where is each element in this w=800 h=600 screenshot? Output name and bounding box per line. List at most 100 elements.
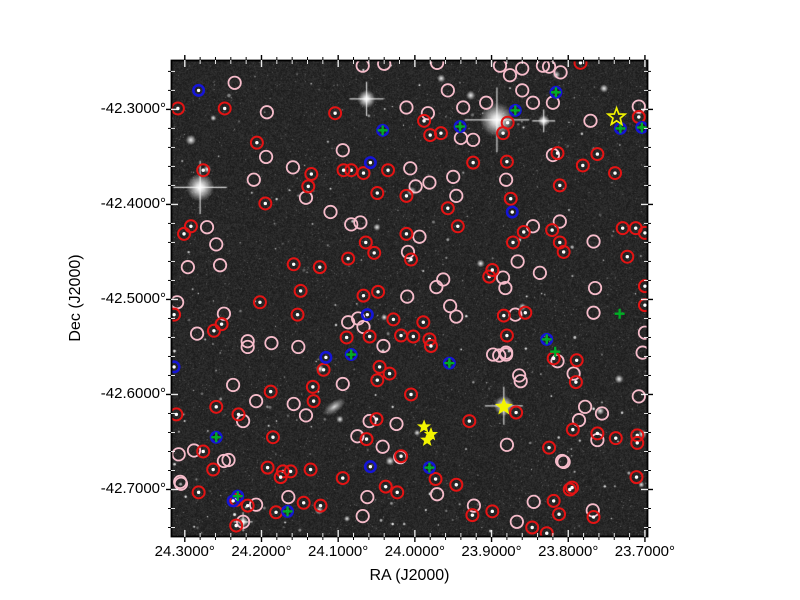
pink-catalog-circle-marker xyxy=(449,188,464,203)
red-detection-circles-source-dot xyxy=(409,392,413,397)
pink-catalog-circle-marker xyxy=(637,325,648,340)
blue-circles-source-dot xyxy=(231,499,235,503)
red-detection-circles-source-dot xyxy=(523,311,527,315)
red-detection-circles-source-dot xyxy=(306,184,310,189)
red-detection-circles-source-dot xyxy=(614,436,618,440)
red-detection-circles-source-dot xyxy=(411,334,416,339)
red-detection-circles-source-dot xyxy=(384,484,388,489)
pink-catalog-circle-marker xyxy=(353,215,368,230)
x-tick-label: 24.3000° xyxy=(154,543,215,560)
pink-catalog-circle-marker xyxy=(456,100,471,115)
pink-catalog-circle-marker xyxy=(532,265,547,280)
pink-catalog-circle-marker xyxy=(403,161,418,176)
red-detection-circles-source-dot xyxy=(530,525,534,530)
red-detection-circles-source-dot xyxy=(550,228,554,232)
pink-catalog-circle-marker xyxy=(281,489,296,505)
pink-catalog-circle-marker xyxy=(430,60,445,70)
red-detection-circles-source-dot xyxy=(551,356,556,361)
red-detection-circles-source-dot xyxy=(454,483,458,487)
pink-catalog-circle-marker xyxy=(526,494,541,509)
red-detection-circles-source-dot xyxy=(634,226,638,230)
red-detection-circles-source-dot xyxy=(551,499,556,503)
red-detection-circles-source-dot xyxy=(635,441,639,445)
red-detection-circles-source-dot xyxy=(311,385,315,389)
pink-catalog-circle-marker xyxy=(436,272,451,287)
red-detection-circles-source-dot xyxy=(433,477,438,481)
red-detection-circles-source-dot xyxy=(391,317,396,322)
pink-catalog-circle-marker xyxy=(246,172,261,187)
x-tick-label: 23.8000° xyxy=(538,543,599,560)
red-detection-circles-source-dot xyxy=(470,513,475,517)
pink-catalog-circle-marker xyxy=(492,60,508,73)
red-detection-circles-source-dot xyxy=(367,334,372,339)
red-detection-circles-source-dot xyxy=(557,512,561,516)
red-detection-circles-source-dot xyxy=(643,284,647,288)
red-detection-circles-source-dot xyxy=(301,501,306,505)
pink-catalog-circle-marker xyxy=(499,172,514,187)
red-detection-circles-source-dot xyxy=(341,168,346,172)
pink-catalog-circle-marker xyxy=(400,289,415,304)
red-detection-circles-source-dot xyxy=(545,531,549,535)
pink-catalog-circle-marker xyxy=(587,280,603,296)
pink-catalog-circle-marker xyxy=(360,489,375,505)
plot-area xyxy=(171,60,648,537)
blue-circles-source-dot xyxy=(196,88,201,93)
red-detection-circles-source-dot xyxy=(201,168,205,172)
red-detection-circles-source-dot xyxy=(501,131,505,135)
red-detection-circles-source-dot xyxy=(634,475,639,479)
pink-catalog-circle-marker xyxy=(355,508,370,524)
red-detection-circles-source-dot xyxy=(595,431,600,436)
pink-catalog-circle-marker xyxy=(510,254,525,269)
red-detection-circles-source-dot xyxy=(511,240,515,245)
pink-catalog-circle-marker xyxy=(212,258,228,273)
red-detection-circles-source-dot xyxy=(245,503,250,508)
yellow-star-marker xyxy=(605,105,628,127)
red-detection-circles-source-dot xyxy=(547,445,551,450)
pink-catalog-circle-marker xyxy=(583,113,598,128)
red-detection-circles-source-dot xyxy=(522,230,526,234)
y-axis-title: Dec (J2000) xyxy=(67,254,84,342)
y-tick-label: -42.4000° xyxy=(100,195,166,213)
pink-catalog-circle-marker xyxy=(499,437,514,452)
red-detection-circles-source-dot xyxy=(471,160,475,165)
red-detection-circles-source-dot xyxy=(625,254,629,259)
pink-catalog-circle-marker xyxy=(264,336,279,351)
pink-catalog-circle-marker xyxy=(578,399,593,414)
red-detection-circles-source-dot xyxy=(561,250,566,254)
red-detection-circles-source-dot xyxy=(271,435,275,439)
pink-catalog-circle-marker xyxy=(635,345,648,360)
red-detection-circles-source-dot xyxy=(376,290,380,294)
red-detection-circles-source-dot xyxy=(643,303,647,307)
red-detection-circles-source-dot xyxy=(505,159,509,164)
red-detection-circles-source-dot xyxy=(490,268,495,272)
red-detection-circles-source-dot xyxy=(558,183,562,188)
pink-catalog-circle-marker xyxy=(594,406,610,421)
red-detection-circles-source-dot xyxy=(174,412,179,417)
pink-catalog-circle-marker xyxy=(389,416,404,432)
red-detection-circles-source-dot xyxy=(372,251,376,255)
pink-catalog-circle-marker xyxy=(258,149,274,165)
blue-circles-source-dot xyxy=(368,160,373,165)
red-detection-circles-source-dot xyxy=(311,399,316,403)
red-detection-circles-source-dot xyxy=(574,358,579,362)
pink-catalog-circle-marker xyxy=(399,100,414,115)
red-detection-circles-source-dot xyxy=(404,232,409,236)
red-detection-circles-source-dot xyxy=(341,476,345,480)
blue-circles-source-dot xyxy=(324,355,328,360)
red-detection-circles-source-dot xyxy=(255,140,259,145)
blue-circles-source-dot xyxy=(368,464,373,469)
x-axis-title: RA (J2000) xyxy=(369,567,450,584)
y-tick-label: -42.5000° xyxy=(100,290,166,308)
red-detection-circles-source-dot xyxy=(439,131,443,135)
red-detection-circles-source-dot xyxy=(361,293,366,298)
red-detection-circles-source-dot xyxy=(361,171,366,175)
x-tick-label: 23.7000° xyxy=(614,543,676,560)
red-detection-circles-source-dot xyxy=(555,151,560,155)
pink-catalog-circle-marker xyxy=(566,366,581,381)
red-detection-circles-source-dot xyxy=(318,503,323,508)
pink-catalog-circle-marker xyxy=(515,83,530,98)
pink-catalog-circle-marker xyxy=(422,175,437,190)
pink-catalog-circle-marker xyxy=(502,68,518,83)
red-detection-circles-source-dot xyxy=(637,115,641,119)
